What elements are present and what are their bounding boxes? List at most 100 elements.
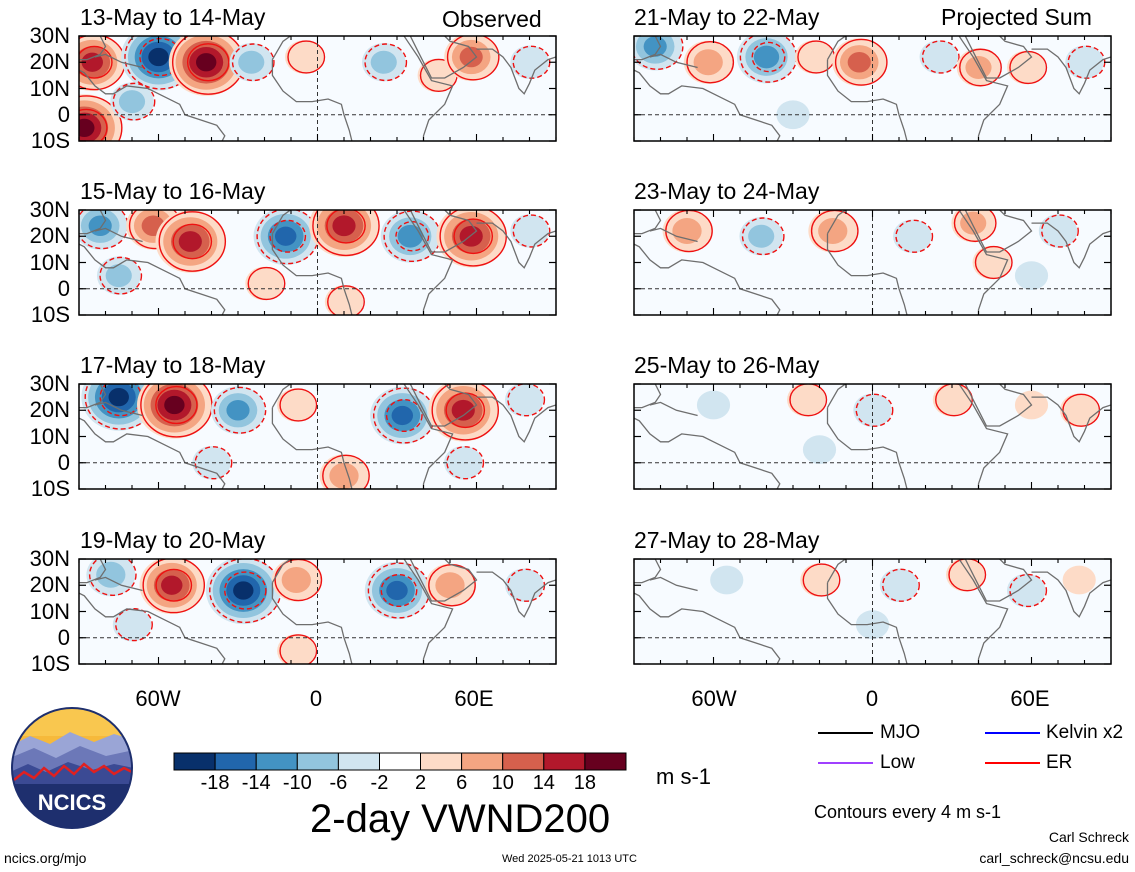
colorbar-swatch bbox=[502, 752, 545, 771]
colorbar-tick-label: 14 bbox=[532, 772, 555, 794]
coastline bbox=[476, 48, 556, 95]
er-contour bbox=[948, 559, 987, 592]
er-contour bbox=[802, 563, 841, 597]
anomaly-shade bbox=[96, 561, 126, 588]
lat-tick-label: 20N bbox=[29, 49, 70, 75]
colorbar-swatch bbox=[420, 752, 463, 771]
map-panel bbox=[78, 35, 557, 142]
anomaly-shade bbox=[893, 219, 932, 254]
site-link[interactable]: ncics.org/mjo bbox=[4, 850, 87, 866]
lat-tick-label: 10N bbox=[29, 75, 70, 101]
er-contour bbox=[99, 256, 143, 295]
lat-tick-label: 0 bbox=[57, 275, 70, 301]
anomaly-shade bbox=[81, 52, 103, 72]
anomaly-shade bbox=[329, 462, 359, 489]
er-contour bbox=[751, 41, 786, 73]
coastline bbox=[826, 582, 908, 664]
er-contour bbox=[959, 48, 1002, 87]
colorbar-swatch bbox=[214, 752, 257, 771]
map-panel bbox=[78, 383, 557, 490]
anomaly-shade bbox=[696, 390, 731, 420]
observed-tag: Observed bbox=[442, 6, 542, 32]
anomaly-shade bbox=[879, 568, 919, 603]
er-contour bbox=[112, 82, 156, 121]
coastline bbox=[964, 36, 1033, 79]
coastline bbox=[826, 59, 908, 141]
colorbar-tick-label: 18 bbox=[573, 772, 597, 794]
anomaly-shade bbox=[847, 51, 871, 73]
lat-tick-label: 20N bbox=[29, 397, 70, 423]
er-contour bbox=[507, 384, 546, 417]
coastline bbox=[826, 36, 1009, 141]
map-panel bbox=[633, 558, 1112, 665]
colorbar-tick-label: 10 bbox=[491, 772, 514, 794]
er-contour bbox=[1009, 50, 1048, 85]
anomaly-shade bbox=[88, 215, 112, 237]
lat-tick-label: 30N bbox=[29, 546, 70, 571]
coastline bbox=[1031, 222, 1111, 269]
coastline bbox=[997, 494, 1005, 528]
coastline bbox=[1031, 48, 1111, 95]
colorbar-swatch bbox=[255, 752, 298, 771]
anomaly-shade bbox=[332, 215, 356, 237]
anomaly-shade bbox=[510, 45, 549, 80]
panel-title: 27-May to 28-May bbox=[634, 527, 820, 553]
er-contour bbox=[882, 568, 920, 602]
er-contour bbox=[895, 219, 934, 253]
coastline bbox=[94, 227, 143, 243]
colorbar-tick-label: -10 bbox=[282, 772, 312, 794]
lat-tick-label: 10N bbox=[29, 598, 70, 624]
colorbar-tick-label: 2 bbox=[414, 772, 427, 794]
er-contour bbox=[231, 43, 275, 82]
anomaly-shade bbox=[459, 225, 483, 247]
anomaly-shade bbox=[277, 388, 316, 422]
coastline bbox=[1031, 571, 1111, 618]
coastline bbox=[271, 210, 454, 315]
er-contour bbox=[364, 43, 408, 82]
er-contour bbox=[287, 40, 326, 74]
anomaly-shade bbox=[853, 393, 892, 428]
logo-text: NCICS bbox=[38, 790, 106, 815]
author-email[interactable]: carl_schreck@ncsu.edu bbox=[979, 850, 1129, 866]
coastline bbox=[94, 401, 143, 417]
coastline bbox=[442, 320, 450, 354]
panel-title: 15-May to 16-May bbox=[80, 178, 266, 204]
er-contour bbox=[953, 210, 997, 243]
coastline bbox=[997, 320, 1005, 354]
map-panel bbox=[633, 383, 1112, 528]
anomaly-shade bbox=[972, 245, 1011, 280]
anomaly-shade bbox=[510, 214, 549, 248]
er-contour bbox=[921, 40, 960, 74]
er-contour bbox=[634, 36, 684, 70]
contour-note: Contours every 4 m s-1 bbox=[814, 802, 1002, 822]
coastline bbox=[826, 407, 908, 489]
er-contour bbox=[322, 454, 370, 489]
coastline bbox=[271, 384, 454, 489]
er-contour bbox=[155, 568, 193, 602]
lon-tick-label: 60E bbox=[1010, 686, 1050, 711]
colorbar-tick-label: -14 bbox=[241, 772, 271, 794]
coastline bbox=[79, 210, 226, 315]
main-title: 2-day VWND200 bbox=[310, 797, 611, 841]
lat-tick-label: 0 bbox=[57, 101, 70, 127]
coastline bbox=[442, 669, 450, 703]
author-name: Carl Schreck bbox=[1048, 829, 1129, 845]
projected-tag: Projected Sum bbox=[941, 4, 1092, 30]
anomaly-shade bbox=[960, 211, 987, 235]
colorbar-swatch bbox=[173, 752, 216, 771]
er-contour bbox=[279, 634, 318, 664]
anomaly-shade bbox=[444, 445, 483, 480]
coastline bbox=[271, 59, 353, 141]
anomaly-shade bbox=[1006, 50, 1046, 85]
coastline bbox=[271, 407, 353, 489]
coastline bbox=[649, 227, 698, 243]
er-contour bbox=[79, 108, 108, 141]
coastline bbox=[634, 384, 781, 489]
anomaly-shade bbox=[1062, 565, 1096, 595]
coastline bbox=[79, 559, 226, 664]
anomaly-shade bbox=[164, 395, 185, 415]
legend-label-low: Low bbox=[880, 752, 915, 773]
er-contour bbox=[935, 384, 973, 417]
map-panel bbox=[633, 209, 1112, 354]
